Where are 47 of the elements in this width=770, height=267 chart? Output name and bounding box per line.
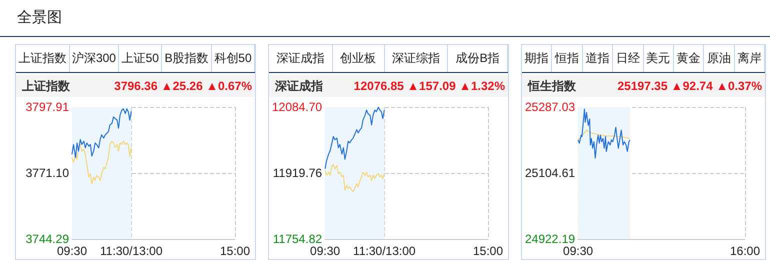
text: 成份B指 bbox=[448, 45, 508, 72]
y-tick-label: 12084.70 bbox=[272, 100, 322, 114]
text: 道指 bbox=[582, 45, 614, 72]
line-series bbox=[72, 108, 132, 158]
line-series bbox=[72, 140, 132, 184]
line-series bbox=[324, 106, 385, 170]
text: 恒指 bbox=[552, 45, 583, 72]
x-tick-label: 11:30/13:00 bbox=[100, 244, 163, 258]
text: 科创50 bbox=[212, 45, 255, 72]
y-tick-label: 3771.10 bbox=[26, 166, 70, 180]
text: 上证指数 bbox=[16, 45, 70, 72]
x-tick-label: 09:30 bbox=[56, 244, 88, 258]
x-tick-label: 15:00 bbox=[220, 244, 250, 258]
text: 离岸 bbox=[734, 45, 765, 72]
y-tick-label: 11754.82 bbox=[272, 232, 322, 246]
x-tick-label: 11:30/13:00 bbox=[353, 244, 416, 258]
line-series bbox=[578, 130, 630, 140]
x-tick-label: 09:30 bbox=[310, 244, 340, 258]
text: 黄金 bbox=[674, 45, 704, 72]
chart-subtitle: 3796.36 ▲25.26 ▲0.67% bbox=[114, 79, 252, 93]
line-series bbox=[324, 164, 385, 192]
chart-title: 深证成指 bbox=[275, 78, 323, 94]
y-tick-label: 11919.76 bbox=[272, 166, 322, 180]
y-tick-label: 3744.29 bbox=[26, 232, 70, 246]
y-tick-label: 24922.19 bbox=[524, 232, 576, 246]
text: 原油 bbox=[704, 45, 735, 72]
y-tick-label: 3797.91 bbox=[26, 100, 70, 114]
text: 沪深300 bbox=[70, 45, 120, 72]
y-tick-label: 25287.03 bbox=[524, 100, 576, 114]
x-tick-label: 16:00 bbox=[730, 244, 760, 258]
chart-title: 恒生指数 bbox=[528, 78, 576, 94]
y-tick-label: 25104.61 bbox=[524, 166, 576, 180]
chart-subtitle: 12076.85 ▲157.09 ▲1.32% bbox=[354, 79, 505, 93]
text: 创业板 bbox=[332, 45, 384, 72]
chart-subtitle: 25197.35 ▲92.74 ▲0.37% bbox=[617, 79, 762, 93]
text: 上证50 bbox=[119, 45, 162, 72]
text: 日经 bbox=[613, 45, 644, 72]
line-series bbox=[578, 108, 630, 159]
text: 期指 bbox=[522, 45, 552, 72]
text: 深证综指 bbox=[384, 45, 448, 72]
text: 全景图 bbox=[17, 8, 62, 27]
text: B股指数 bbox=[162, 45, 212, 72]
chart-title: 上证指数 bbox=[22, 78, 70, 94]
text: 美元 bbox=[644, 45, 674, 72]
x-tick-label: 15:00 bbox=[472, 244, 504, 258]
text: 深证成指 bbox=[269, 45, 333, 72]
x-tick-label: 09:30 bbox=[563, 244, 594, 258]
